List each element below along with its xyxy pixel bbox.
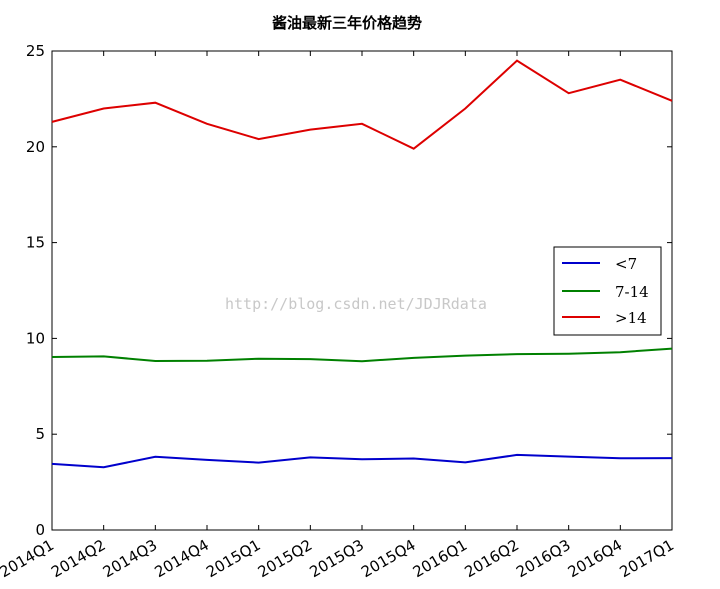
y-tick-label: 5 (35, 425, 45, 443)
series-line-2 (51, 59, 673, 150)
x-tick-label: 2016Q2 (461, 536, 522, 581)
legend: <7 7-14 >14 (553, 246, 662, 336)
x-tick-label: 2016Q3 (513, 536, 574, 581)
legend-label: >14 (615, 309, 647, 327)
x-tick-label: 2014Q1 (0, 536, 57, 581)
legend-label: <7 (615, 255, 637, 273)
x-tick-label: 2014Q2 (48, 536, 109, 581)
x-tick-label: 2015Q4 (358, 536, 419, 581)
x-tick-label: 2017Q1 (616, 536, 677, 581)
y-tick-label: 25 (26, 42, 45, 60)
y-tick-label: 15 (26, 234, 45, 252)
x-tick-label: 2015Q3 (306, 536, 367, 581)
series-line-0 (51, 453, 673, 469)
x-tick-label: 2014Q4 (151, 536, 212, 581)
x-tick-label: 2014Q3 (100, 536, 161, 581)
y-tick-label: 20 (26, 138, 45, 156)
series-line-1 (51, 347, 673, 363)
chart-title: 酱油最新三年价格趋势 (272, 14, 422, 32)
watermark: http://blog.csdn.net/JDJRdata (225, 295, 487, 313)
y-tick-label: 10 (26, 329, 45, 347)
x-tick-label: 2015Q2 (255, 536, 316, 581)
series-lines (51, 59, 673, 469)
y-tick-label: 0 (35, 521, 45, 539)
legend-label: 7-14 (615, 283, 649, 301)
x-tick-label: 2015Q1 (203, 536, 264, 581)
x-tick-label: 2016Q1 (410, 536, 471, 581)
x-tick-label: 2016Q4 (565, 536, 626, 581)
